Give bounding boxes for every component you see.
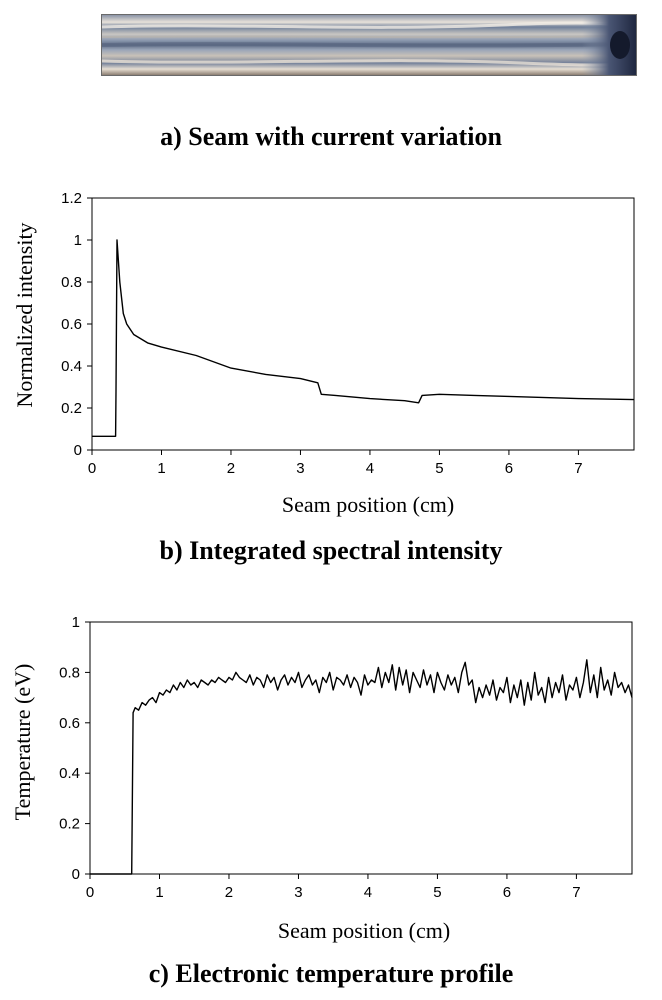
caption-intensity: b) Integrated spectral intensity <box>159 536 503 565</box>
y-tick-label: 0.8 <box>61 274 82 291</box>
y-axis-title: Normalized intensity <box>12 222 37 407</box>
seam-image <box>102 15 636 75</box>
y-tick-label: 0.2 <box>59 816 80 833</box>
x-tick-label: 5 <box>435 460 443 477</box>
x-tick-label: 1 <box>157 460 165 477</box>
x-tick-label: 2 <box>225 884 233 901</box>
x-tick-label: 5 <box>433 884 441 901</box>
x-tick-label: 7 <box>572 884 580 901</box>
x-tick-label: 2 <box>227 460 235 477</box>
x-tick-label: 0 <box>86 884 94 901</box>
x-tick-label: 3 <box>296 460 304 477</box>
x-tick-label: 3 <box>294 884 302 901</box>
plot-frame <box>89 621 633 875</box>
y-tick-label: 0 <box>74 442 82 459</box>
y-tick-label: 0.6 <box>61 316 82 333</box>
x-axis-title: Seam position (cm) <box>282 492 454 517</box>
chart-temperature: Temperature (eV) Seam position (cm) 0 1 2 3… <box>10 614 633 943</box>
seam-photo <box>101 14 637 76</box>
x-axis-title: Seam position (cm) <box>278 918 450 943</box>
series-line <box>90 659 633 875</box>
y-tick-label: 0 <box>72 866 80 883</box>
y-axis-title: Temperature (eV) <box>10 664 35 821</box>
y-tick-label: 1.2 <box>61 190 82 207</box>
plot-frame <box>91 197 635 451</box>
x-tick-label: 1 <box>155 884 163 901</box>
y-tick-label: 0.2 <box>61 400 82 417</box>
y-tick-label: 0.4 <box>61 358 82 375</box>
y-tick-label: 1 <box>72 614 80 631</box>
x-tick-label: 6 <box>505 460 513 477</box>
x-tick-label: 7 <box>574 460 582 477</box>
x-tick-label: 4 <box>364 884 372 901</box>
y-tick-label: 1 <box>74 232 82 249</box>
x-tick-label: 4 <box>366 460 374 477</box>
series-line <box>92 239 635 438</box>
caption-seam: a) Seam with current variation <box>160 122 502 151</box>
x-tick-label: 0 <box>88 460 96 477</box>
chart-intensity: Normalized intensity Seam position (cm) … <box>12 190 635 517</box>
y-tick-label: 0.8 <box>59 664 80 681</box>
y-tick-label: 0.4 <box>59 765 80 782</box>
caption-temperature: c) Electronic temperature profile <box>148 959 514 988</box>
x-tick-label: 6 <box>503 884 511 901</box>
y-tick-label: 0.6 <box>59 715 80 732</box>
